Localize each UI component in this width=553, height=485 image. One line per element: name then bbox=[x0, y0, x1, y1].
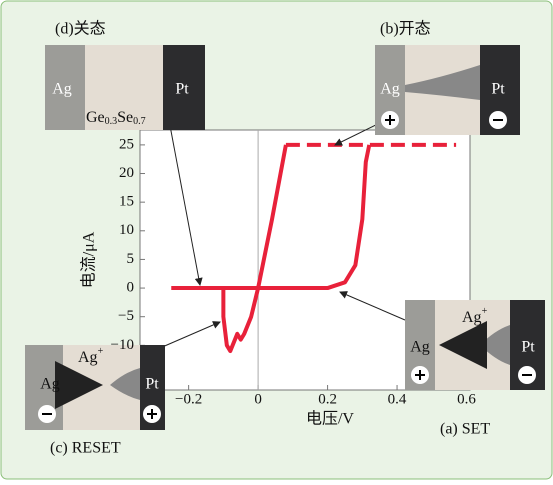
curve bbox=[221, 144, 288, 354]
inset-on: Ag Pt bbox=[375, 45, 520, 135]
inset-reset: Ag+ Ag Pt bbox=[25, 345, 165, 430]
y-tick-label: 15 bbox=[119, 194, 134, 210]
label: + bbox=[482, 306, 488, 317]
caption: (a) SET bbox=[440, 421, 490, 438]
x-tick-label: 0.6 bbox=[457, 391, 476, 407]
inset-set: Ag+ Ag Pt bbox=[405, 300, 545, 390]
caption: (b)开态 bbox=[380, 20, 431, 38]
label: Ag bbox=[40, 376, 60, 393]
y-tick-label: 25 bbox=[119, 136, 134, 152]
caption: (c) RESET bbox=[50, 440, 121, 457]
label: 0.3 bbox=[105, 116, 118, 127]
label: Ge bbox=[86, 109, 105, 126]
label: Ag bbox=[410, 339, 430, 356]
label: Ge0.3Se0.7 bbox=[86, 109, 146, 128]
y-tick-label: −5 bbox=[118, 308, 134, 324]
label: Ag bbox=[78, 349, 98, 366]
caption: (d)关态 bbox=[55, 20, 106, 38]
x-tick-label: 0 bbox=[254, 391, 262, 407]
label: Pt bbox=[491, 81, 505, 98]
label: Pt bbox=[145, 376, 159, 393]
label: 0.7 bbox=[133, 116, 146, 127]
label: Ag+ bbox=[462, 306, 488, 325]
label: Ag bbox=[462, 309, 482, 326]
y-axis-label: 电流/μA bbox=[80, 231, 98, 288]
y-tick-label: 10 bbox=[119, 222, 134, 238]
x-axis-label: 电压/V bbox=[306, 410, 354, 428]
label: Ag bbox=[52, 81, 72, 98]
inset-off: Ag Pt Ge0.3Se0.7 bbox=[45, 45, 205, 130]
x-tick-label: 0.4 bbox=[388, 391, 407, 407]
label: Pt bbox=[175, 81, 189, 98]
label: Ag+ bbox=[78, 346, 104, 365]
x-tick-label: −0.2 bbox=[175, 391, 202, 407]
y-tick-label: 20 bbox=[119, 165, 134, 181]
label: Ag bbox=[380, 81, 400, 98]
y-tick-label: −10 bbox=[111, 337, 134, 353]
x-tick-label: 0.2 bbox=[318, 391, 337, 407]
y-tick-label: 5 bbox=[127, 251, 135, 267]
label: + bbox=[98, 346, 104, 357]
y-tick-label: 0 bbox=[127, 279, 135, 295]
curve bbox=[171, 144, 372, 291]
label: Se bbox=[117, 109, 133, 126]
label: Pt bbox=[521, 339, 535, 356]
